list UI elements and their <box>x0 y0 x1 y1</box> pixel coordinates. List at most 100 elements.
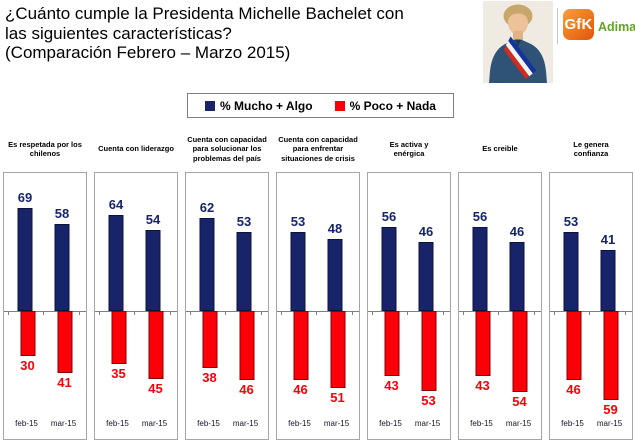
axis-tick-icon <box>351 312 353 315</box>
panel-plot-area: 53 41 46 59 feb-15 mar-15 <box>549 172 633 440</box>
poco-nada-value: 30 <box>20 358 35 373</box>
mucho-algo-value: 41 <box>600 231 616 247</box>
panel-plot-area: 53 48 46 51 feb-15 mar-15 <box>276 172 360 440</box>
axis-tick-icon <box>624 312 626 315</box>
x-axis-line <box>550 311 632 312</box>
gfk-logo-icon: GfK <box>563 9 594 40</box>
poco-nada-value: 59 <box>603 401 618 417</box>
axis-tick-icon <box>78 312 80 315</box>
panel-title: Cuenta con capacidad para solucionar los… <box>187 134 267 163</box>
page-title: ¿Cuánto cumple la Presidenta Michelle Ba… <box>5 4 477 63</box>
mucho-algo-bar <box>236 231 252 311</box>
mucho-algo-bar <box>381 227 397 311</box>
panel-title: Es activa y enérgica <box>389 139 429 159</box>
category-label: mar-15 <box>414 419 441 428</box>
mucho-algo-bar <box>290 231 306 311</box>
poco-nada-value: 38 <box>202 370 217 385</box>
mucho-algo-bar <box>472 227 488 311</box>
axis-tick-icon <box>372 312 374 315</box>
x-axis-line <box>368 311 450 312</box>
poco-nada-value: 46 <box>566 382 581 397</box>
axis-tick-icon <box>260 312 262 315</box>
panel-plot-area: 62 53 38 46 feb-15 mar-15 <box>185 172 269 440</box>
axis-tick-icon <box>533 312 535 315</box>
poco-nada-value: 53 <box>421 392 436 408</box>
axis-tick-icon <box>589 312 591 315</box>
mucho-algo-value: 48 <box>327 221 343 236</box>
chart-panel: Cuenta con capacidad para enfrentar situ… <box>276 126 360 440</box>
category-label: feb-15 <box>379 419 402 428</box>
axis-tick-icon <box>554 312 556 315</box>
mucho-algo-bar <box>145 230 161 311</box>
bachelet-photo <box>483 1 553 86</box>
category-label: feb-15 <box>470 419 493 428</box>
panel-plot-area: 64 54 35 45 feb-15 mar-15 <box>94 172 178 440</box>
title-line-1: ¿Cuánto cumple la Presidenta Michelle Ba… <box>5 4 404 23</box>
category-label: mar-15 <box>596 419 623 428</box>
panel-plot-area: 56 46 43 53 feb-15 mar-15 <box>367 172 451 440</box>
title-line-3: (Comparación Febrero – Marzo 2015) <box>5 43 291 62</box>
axis-tick-icon <box>463 312 465 315</box>
chart-panel: Le genera confianza 53 41 46 59 feb-15 mar-15 <box>549 126 633 440</box>
axis-tick-icon <box>190 312 192 315</box>
poco-nada-bar <box>566 311 581 380</box>
mucho-algo-value: 62 <box>199 200 215 215</box>
poco-nada-bar <box>475 311 490 376</box>
chart-panel: Es activa y enérgica 56 46 43 53 feb-15 mar-15 <box>367 126 451 440</box>
panel-plot-area: 56 46 43 54 feb-15 mar-15 <box>458 172 542 440</box>
legend-label-mucho-algo: % Mucho + Algo <box>220 98 313 113</box>
category-label: mar-15 <box>232 419 259 428</box>
panel-title: Le genera confianza <box>573 139 609 159</box>
chart-panel: Es respetada por los chilenos 69 58 30 41 feb… <box>3 126 87 440</box>
mucho-algo-value: 58 <box>54 206 70 221</box>
category-label: mar-15 <box>323 419 350 428</box>
axis-tick-icon <box>43 312 45 315</box>
axis-tick-icon <box>8 312 10 315</box>
chart-panel: Cuenta con capacidad para solucionar los… <box>185 126 269 440</box>
panel-title: Cuenta con liderazgo <box>98 144 174 154</box>
axis-tick-icon <box>442 312 444 315</box>
chart-panel: Es creible 56 46 43 54 feb-15 mar-15 <box>458 126 542 440</box>
mucho-algo-bar <box>600 249 616 311</box>
poco-nada-bar <box>603 311 618 400</box>
category-label: feb-15 <box>288 419 311 428</box>
category-label: mar-15 <box>505 419 532 428</box>
mucho-algo-value: 56 <box>472 209 488 224</box>
adimark-wordmark: Adimark <box>598 20 635 34</box>
poco-nada-bar <box>111 311 126 364</box>
title-line-2: las siguientes características? <box>5 23 232 43</box>
axis-tick-icon <box>99 312 101 315</box>
mucho-algo-bar <box>17 207 33 311</box>
axis-tick-icon <box>169 312 171 315</box>
poco-nada-bar <box>421 311 436 391</box>
category-label: mar-15 <box>50 419 77 428</box>
legend-item-mucho-algo: % Mucho + Algo <box>205 99 313 113</box>
x-axis-line <box>277 311 359 312</box>
poco-nada-bar <box>20 311 35 356</box>
panel-title: Es creible <box>482 144 518 154</box>
mucho-algo-bar <box>199 218 215 311</box>
poco-nada-bar <box>239 311 254 380</box>
panel-plot-area: 69 58 30 41 feb-15 mar-15 <box>3 172 87 440</box>
mucho-algo-bar <box>108 215 124 311</box>
category-label: mar-15 <box>141 419 168 428</box>
gfk-wordmark: GfK <box>564 16 593 33</box>
category-label: feb-15 <box>197 419 220 428</box>
poco-nada-value: 46 <box>239 382 254 397</box>
axis-tick-icon <box>281 312 283 315</box>
axis-tick-icon <box>498 312 500 315</box>
poco-nada-value: 43 <box>384 377 399 393</box>
mucho-algo-swatch-icon <box>205 100 216 111</box>
poco-nada-value: 41 <box>57 374 72 390</box>
poco-nada-value: 43 <box>475 377 490 393</box>
mucho-algo-value: 64 <box>108 197 124 212</box>
panel-title: Es respetada por los chilenos <box>8 139 82 159</box>
mucho-algo-bar <box>509 242 525 311</box>
poco-nada-bar <box>384 311 399 376</box>
category-label: feb-15 <box>15 419 38 428</box>
logo-divider <box>557 8 558 44</box>
x-axis-line <box>4 311 86 312</box>
poco-nada-bar <box>330 311 345 388</box>
panel-title: Cuenta con capacidad para enfrentar situ… <box>278 134 358 163</box>
poco-nada-bar <box>148 311 163 379</box>
